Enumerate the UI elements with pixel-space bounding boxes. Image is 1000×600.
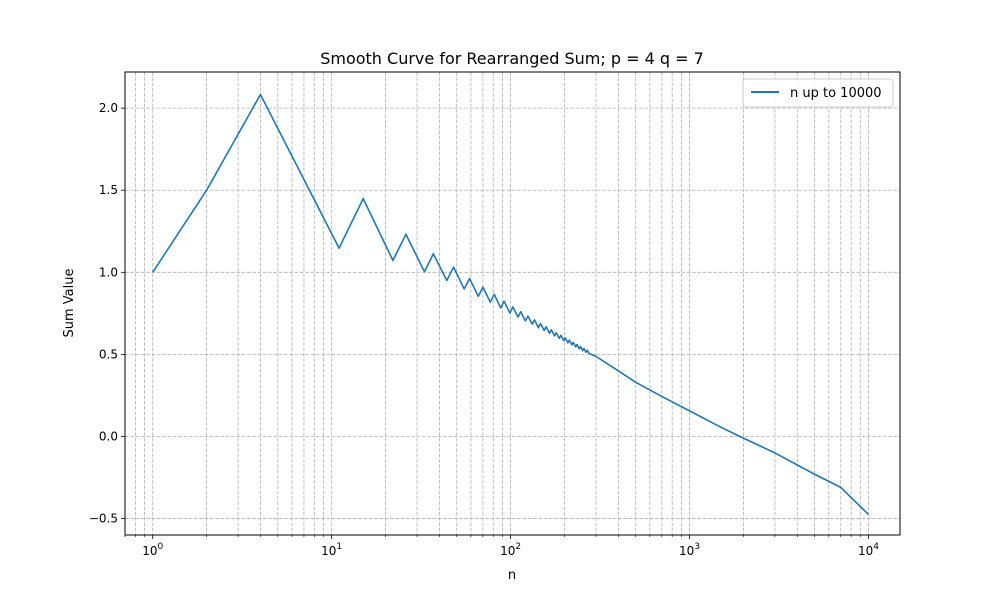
major-grid bbox=[125, 72, 900, 535]
x-axis-ticks: 100 101 102 103 104 bbox=[124, 535, 879, 558]
x-tick-label: 104 bbox=[858, 542, 879, 558]
x-tick-label: 100 bbox=[142, 542, 163, 558]
plot-frame bbox=[124, 71, 901, 536]
y-tick-label: 0.5 bbox=[99, 347, 118, 361]
series-layer bbox=[152, 93, 870, 516]
legend-label: n up to 10000 bbox=[790, 86, 882, 101]
x-tick-label: 103 bbox=[679, 542, 700, 558]
minor-grid bbox=[124, 72, 861, 535]
x-axis-label: n bbox=[508, 568, 516, 583]
x-tick-label: 101 bbox=[321, 542, 342, 558]
y-tick-label: 1.5 bbox=[99, 183, 118, 197]
series-line bbox=[152, 93, 870, 516]
x-tick-label: 102 bbox=[500, 542, 521, 558]
chart-title: Smooth Curve for Rearranged Sum; p = 4 q… bbox=[320, 49, 704, 68]
y-axis-ticks: −0.5 0.0 0.5 1.0 1.5 2.0 bbox=[89, 101, 125, 526]
y-axis-label: Sum Value bbox=[62, 269, 77, 338]
y-tick-label: 0.0 bbox=[99, 429, 118, 443]
legend: n up to 10000 bbox=[742, 78, 894, 108]
y-tick-label: 2.0 bbox=[99, 101, 118, 115]
legend-box bbox=[742, 78, 894, 108]
y-tick-label: −0.5 bbox=[89, 512, 118, 526]
y-tick-label: 1.0 bbox=[99, 265, 118, 279]
